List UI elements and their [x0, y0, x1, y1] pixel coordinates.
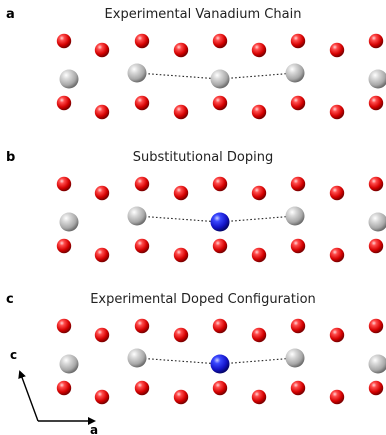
- oxygen-atom: [329, 104, 345, 120]
- oxygen-atom: [251, 247, 267, 263]
- oxygen-atom: [329, 42, 345, 58]
- oxygen-atom: [251, 104, 267, 120]
- oxygen-atom: [173, 185, 189, 201]
- chain-bond: [219, 357, 296, 365]
- panel-c: c Experimental Doped Configuration: [6, 292, 386, 405]
- oxygen-atom: [56, 238, 72, 254]
- oxygen-atom: [251, 42, 267, 58]
- panel-a: a Experimental Vanadium Chain: [6, 7, 386, 120]
- chain-bond: [136, 215, 221, 223]
- oxygen-atom: [56, 380, 72, 396]
- panel-letter-a: a: [6, 7, 15, 22]
- oxygen-atom: [94, 247, 110, 263]
- oxygen-atom: [368, 318, 384, 334]
- lattice-axes: c a: [10, 348, 98, 435]
- oxygen-atom: [173, 42, 189, 58]
- oxygen-atom: [134, 380, 150, 396]
- oxygen-atom: [94, 42, 110, 58]
- oxygen-atom: [290, 380, 306, 396]
- c-axis-label: c: [10, 348, 17, 362]
- atom-layer-c: [56, 318, 386, 405]
- oxygen-atom: [56, 95, 72, 111]
- panel-title-a: Experimental Vanadium Chain: [105, 7, 302, 22]
- oxygen-atom: [329, 327, 345, 343]
- dopant-atom: [210, 212, 230, 232]
- oxygen-atom: [56, 318, 72, 334]
- oxygen-atom: [212, 380, 228, 396]
- panel-b: b Substitutional Doping: [6, 150, 386, 263]
- chain-bond: [219, 215, 296, 223]
- oxygen-atom: [290, 318, 306, 334]
- oxygen-atom: [173, 327, 189, 343]
- oxygen-atom: [368, 95, 384, 111]
- oxygen-atom: [134, 176, 150, 192]
- vanadium-atom: [368, 69, 386, 89]
- atom-layer-a: [56, 33, 386, 120]
- oxygen-atom: [368, 33, 384, 49]
- oxygen-atom: [134, 95, 150, 111]
- vanadium-atom: [368, 354, 386, 374]
- oxygen-atom: [173, 247, 189, 263]
- chain-bond: [136, 72, 221, 80]
- c-axis-arrow: [18, 370, 39, 422]
- vanadium-atom: [285, 348, 305, 368]
- oxygen-atom: [212, 33, 228, 49]
- vanadium-atom: [127, 63, 147, 83]
- oxygen-atom: [212, 238, 228, 254]
- vanadium-atom: [285, 206, 305, 226]
- vanadium-atom: [59, 354, 79, 374]
- oxygen-atom: [329, 389, 345, 405]
- vanadium-atom: [59, 212, 79, 232]
- oxygen-atom: [173, 389, 189, 405]
- vanadium-atom: [368, 212, 386, 232]
- chain-bond: [219, 72, 296, 80]
- panel-title-b: Substitutional Doping: [133, 150, 274, 165]
- oxygen-atom: [212, 318, 228, 334]
- oxygen-atom: [94, 185, 110, 201]
- atom-layer-b: [56, 176, 386, 263]
- panel-letter-b: b: [6, 150, 15, 165]
- oxygen-atom: [368, 176, 384, 192]
- oxygen-atom: [290, 238, 306, 254]
- oxygen-atom: [94, 104, 110, 120]
- oxygen-atom: [212, 176, 228, 192]
- panel-title-c: Experimental Doped Configuration: [90, 292, 316, 307]
- oxygen-atom: [134, 33, 150, 49]
- oxygen-atom: [290, 95, 306, 111]
- oxygen-atom: [134, 318, 150, 334]
- oxygen-atom: [94, 389, 110, 405]
- oxygen-atom: [368, 380, 384, 396]
- a-axis-label: a: [90, 423, 98, 435]
- vanadium-atom: [210, 69, 230, 89]
- dopant-atom: [210, 354, 230, 374]
- oxygen-atom: [94, 327, 110, 343]
- oxygen-atom: [251, 327, 267, 343]
- panel-letter-c: c: [6, 292, 14, 307]
- oxygen-atom: [212, 95, 228, 111]
- oxygen-atom: [290, 33, 306, 49]
- oxygen-atom: [368, 238, 384, 254]
- vanadium-atom: [59, 69, 79, 89]
- oxygen-atom: [134, 238, 150, 254]
- chain-bond: [136, 357, 221, 365]
- oxygen-atom: [329, 185, 345, 201]
- vanadium-atom: [127, 348, 147, 368]
- oxygen-atom: [251, 185, 267, 201]
- oxygen-atom: [329, 247, 345, 263]
- vanadium-atom: [127, 206, 147, 226]
- oxygen-atom: [56, 33, 72, 49]
- oxygen-atom: [56, 176, 72, 192]
- oxygen-atom: [173, 104, 189, 120]
- vanadium-atom: [285, 63, 305, 83]
- oxygen-atom: [251, 389, 267, 405]
- oxygen-atom: [290, 176, 306, 192]
